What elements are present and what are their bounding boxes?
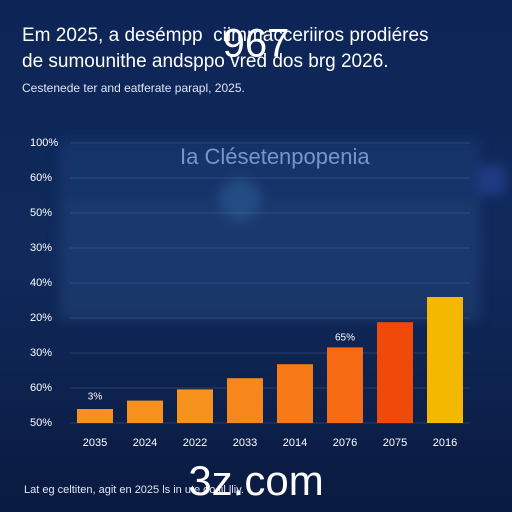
- annotation: 65%: [335, 333, 355, 344]
- y-tick-label: 60%: [30, 382, 52, 394]
- x-tick-label: 2076: [333, 437, 357, 449]
- x-tick-label: 2024: [133, 437, 157, 449]
- annotation: 3%: [88, 392, 103, 403]
- bar: [427, 297, 463, 423]
- bar: [377, 322, 413, 423]
- watermark: 3z.com: [188, 457, 323, 504]
- subtitle: Cestenede ter and eatferate parapl, 2025…: [22, 81, 245, 95]
- y-tick-label: 20%: [30, 312, 52, 324]
- title-line: de sumounithe andsppo vred dos brg 2026.: [22, 51, 389, 72]
- y-tick-label: 100%: [30, 137, 58, 149]
- bar: [227, 378, 263, 423]
- x-tick-label: 2014: [283, 437, 307, 449]
- y-tick-label: 30%: [30, 347, 52, 359]
- x-tick-label: 2016: [433, 437, 457, 449]
- stadium-blur: [60, 140, 505, 320]
- bar: [327, 347, 363, 423]
- y-tick-label: 60%: [30, 172, 52, 184]
- x-tick-label: 2035: [83, 437, 107, 449]
- x-tick-label: 2033: [233, 437, 257, 449]
- banner: Ia Clésetenpopenia: [180, 144, 370, 169]
- y-tick-label: 50%: [30, 417, 52, 429]
- title-line: Em 2025, a desémpp ciimmacceriiros prodi…: [22, 25, 429, 46]
- x-tick-label: 2022: [183, 437, 207, 449]
- y-tick-label: 40%: [30, 277, 52, 289]
- y-tick-label: 50%: [30, 207, 52, 219]
- footer: Lat eg celtiten, agit en 2025 ls in ute …: [24, 484, 244, 496]
- x-tick-label: 2075: [383, 437, 407, 449]
- watermark: 967: [223, 22, 290, 66]
- bar: [77, 409, 113, 423]
- bar: [277, 364, 313, 423]
- bar: [127, 400, 163, 423]
- bar: [177, 389, 213, 423]
- y-tick-label: 30%: [30, 242, 52, 254]
